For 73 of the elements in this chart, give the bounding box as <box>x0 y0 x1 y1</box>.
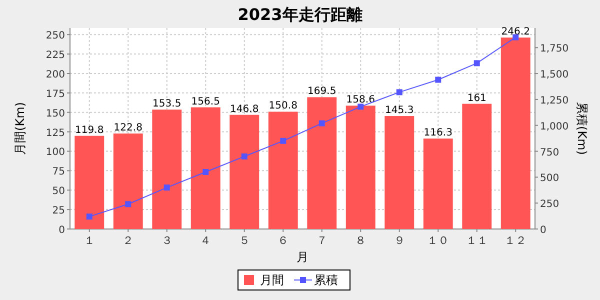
y-tick-label: 175 <box>46 88 65 100</box>
x-tick-label: ５ <box>238 234 250 247</box>
data-label: 246.2 <box>501 26 530 38</box>
data-label: 156.5 <box>191 96 220 108</box>
x-tick-label: ９ <box>394 234 405 247</box>
y-tick-label: 0 <box>58 225 65 236</box>
y2-tick-label: 1,000 <box>540 121 569 132</box>
data-label: 146.8 <box>230 104 259 115</box>
legend-label: 累積 <box>314 273 338 287</box>
point <box>280 138 286 144</box>
y2-tick-label: 1,750 <box>540 44 569 55</box>
point <box>125 201 132 208</box>
y-tick-label: 25 <box>52 206 65 217</box>
x-tick-label: ６ <box>278 234 289 247</box>
y2-tick-label: 1,500 <box>540 70 569 81</box>
bar <box>268 112 298 229</box>
point <box>318 120 325 126</box>
x-tick-label: １１ <box>466 234 488 247</box>
y2-tick-label: 0 <box>540 225 546 236</box>
bar <box>462 104 492 229</box>
data-label: 150.8 <box>268 100 298 112</box>
y2-tick-label: 1,250 <box>540 95 569 106</box>
y-tick-label: 225 <box>46 50 65 62</box>
y-axis-title: 月間(Km) <box>13 102 27 155</box>
bar <box>190 107 220 229</box>
bar <box>152 110 182 229</box>
bar <box>74 136 104 229</box>
x-tick-label: ７ <box>316 234 328 247</box>
bar <box>230 114 260 229</box>
bar <box>307 97 337 229</box>
point <box>86 214 92 220</box>
x-tick-label: １０ <box>427 234 450 247</box>
bar <box>423 138 453 229</box>
data-label: 122.8 <box>114 122 142 134</box>
y2-tick-label: 750 <box>540 147 560 158</box>
y-tick-label: 200 <box>46 69 65 80</box>
y-tick-label: 50 <box>52 186 65 198</box>
data-label: 158.6 <box>346 94 375 106</box>
point <box>164 184 170 191</box>
data-label: 161 <box>467 92 486 104</box>
data-label: 116.3 <box>424 128 452 139</box>
x-tick-label: ４ <box>200 234 212 247</box>
x-axis-title: 月 <box>296 250 308 264</box>
chart-title: 2023年走行距離 <box>238 5 362 24</box>
y-tick-label: 125 <box>46 128 65 139</box>
point <box>512 34 519 40</box>
data-label: 119.8 <box>75 124 104 136</box>
y-tick-label: 100 <box>46 147 65 158</box>
y2-tick-label: 500 <box>540 173 560 184</box>
data-label: 145.3 <box>385 105 414 116</box>
y2-tick-label: 250 <box>540 199 560 210</box>
bar <box>384 116 414 229</box>
bar <box>113 134 143 229</box>
point <box>396 89 402 96</box>
y-tick-label: 250 <box>46 30 65 42</box>
bar <box>500 38 530 229</box>
point <box>435 76 442 83</box>
legend-label: 月間 <box>260 273 284 287</box>
x-tick-label: ８ <box>355 234 366 247</box>
x-tick-label: １２ <box>504 234 527 247</box>
y-tick-label: 150 <box>46 108 65 120</box>
bar <box>346 106 376 229</box>
x-tick-label: ３ <box>161 234 172 247</box>
point <box>474 60 480 66</box>
y2-axis-title: 累積(Km) <box>575 102 589 155</box>
x-tick-label: １ <box>84 234 95 247</box>
data-label: 169.5 <box>308 86 336 98</box>
y-tick-label: 75 <box>52 166 65 178</box>
point <box>241 153 248 160</box>
x-tick-label: ２ <box>122 234 134 247</box>
point <box>358 104 364 110</box>
point <box>202 169 209 175</box>
data-label: 153.5 <box>152 98 182 110</box>
